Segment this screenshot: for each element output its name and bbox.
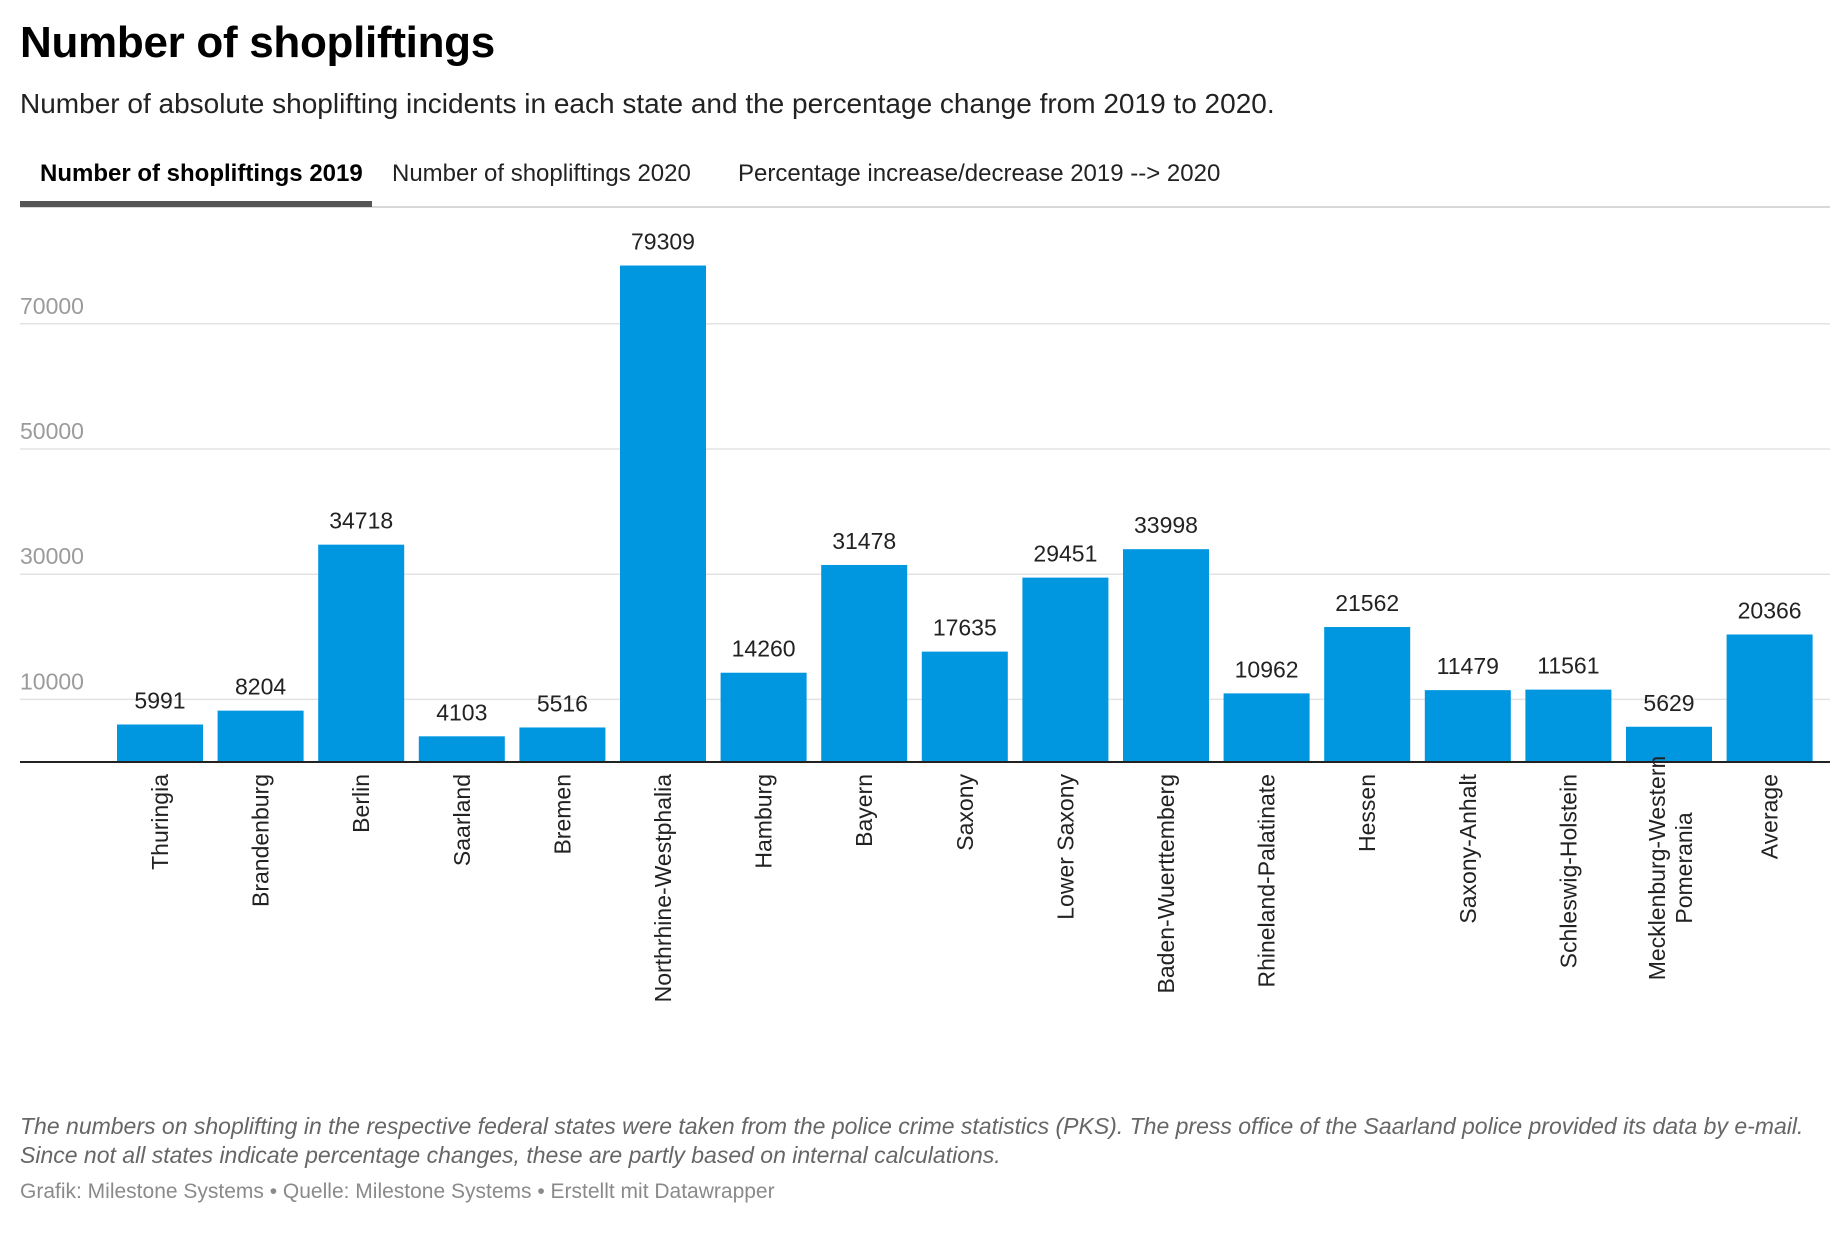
category-label-lower-saxony: Lower Saxony (1052, 774, 1078, 920)
bar-bayern (821, 564, 908, 762)
category-label-saxony: Saxony (952, 774, 978, 851)
value-label-northrhine-westphalia: 79309 (631, 229, 695, 255)
value-label-hamburg: 14260 (732, 636, 796, 662)
bar-rhineland-palatinate (1223, 693, 1310, 762)
category-label-rhineland-palatinate: Rhineland-Palatinate (1254, 774, 1280, 988)
category-label-baden-wuerttemberg: Baden-Wuerttemberg (1153, 774, 1179, 993)
tab-shopliftings-2019[interactable]: Number of shopliftings 2019 (40, 160, 363, 187)
chart-credit: Grafik: Milestone Systems • Quelle: Mile… (20, 1180, 775, 1203)
category-label-hamburg: Hamburg (751, 774, 777, 869)
value-label-rhineland-palatinate: 10962 (1235, 656, 1299, 682)
chart-notes: The numbers on shoplifting in the respec… (20, 1113, 1804, 1168)
y-tick-label-10000: 10000 (20, 668, 84, 694)
value-label-bremen: 5516 (537, 690, 588, 716)
bar-chart: 10000 30000 50000 70000 5991 Thuringia 8204 Bra… (20, 229, 1830, 1003)
value-label-saxony-anhalt: 11479 (1437, 653, 1499, 679)
value-label-mecklenburg-western-pomerania: 5629 (1643, 690, 1694, 716)
value-label-schleswig-holstein: 11561 (1537, 653, 1599, 679)
value-label-berlin: 34718 (329, 508, 393, 534)
value-label-bayern: 31478 (832, 528, 896, 554)
y-tick-label-70000: 70000 (20, 293, 84, 319)
bar-hamburg (720, 672, 807, 762)
category-label-brandenburg: Brandenburg (248, 774, 274, 907)
bar-berlin (318, 544, 405, 762)
page-title: Number of shopliftings (20, 18, 495, 67)
bar-schleswig-holstein (1525, 689, 1612, 762)
value-label-lower-saxony: 29451 (1033, 541, 1097, 567)
active-tab-indicator (20, 201, 372, 207)
value-label-saxony: 17635 (933, 615, 997, 641)
y-tick-label-50000: 50000 (20, 418, 84, 444)
bar-thuringia (117, 724, 203, 762)
category-label-bayern: Bayern (851, 774, 877, 847)
category-label-saxony-anhalt: Saxony-Anhalt (1455, 773, 1481, 923)
value-label-saarland: 4103 (436, 699, 487, 725)
bar-northrhine-westphalia (620, 265, 706, 762)
category-label-mecklenburg-western-pomerania: Mecklenburg-WesternPomerania (1644, 756, 1697, 981)
value-label-hessen: 21562 (1335, 590, 1399, 616)
tab-bar: Number of shopliftings 2019 Number of sh… (20, 150, 1830, 208)
category-label-berlin: Berlin (348, 774, 374, 833)
bar-saxony-anhalt (1424, 690, 1511, 762)
category-label-northrhine-westphalia: Northrhine-Westphalia (650, 774, 676, 1003)
bar-brandenburg (217, 710, 304, 762)
value-label-average: 20366 (1738, 598, 1802, 624)
category-label-thuringia: Thuringia (147, 774, 173, 870)
value-label-thuringia: 5991 (134, 687, 185, 713)
value-label-brandenburg: 8204 (235, 674, 286, 700)
tab-percentage-change[interactable]: Percentage increase/decrease 2019 --> 20… (738, 160, 1221, 187)
page-subtitle: Number of absolute shoplifting incidents… (20, 88, 1275, 119)
y-tick-label-30000: 30000 (20, 543, 84, 569)
bar-average (1726, 634, 1813, 762)
bar-mecklenburg-western-pomerania (1626, 726, 1712, 762)
category-label-schleswig-holstein: Schleswig-Holstein (1555, 774, 1581, 968)
category-label-average: Average (1757, 774, 1783, 859)
category-label-bremen: Bremen (549, 774, 575, 855)
bar-lower-saxony (1022, 577, 1109, 762)
bar-saxony (921, 651, 1008, 762)
bar-bremen (519, 727, 606, 762)
category-label-hessen: Hessen (1354, 774, 1380, 852)
category-label-saarland: Saarland (449, 774, 475, 866)
bar-hessen (1324, 627, 1411, 762)
tab-shopliftings-2020[interactable]: Number of shopliftings 2020 (392, 160, 691, 187)
bar-saarland (418, 736, 505, 762)
value-label-baden-wuerttemberg: 33998 (1134, 512, 1198, 538)
bar-baden-wuerttemberg (1123, 549, 1209, 762)
